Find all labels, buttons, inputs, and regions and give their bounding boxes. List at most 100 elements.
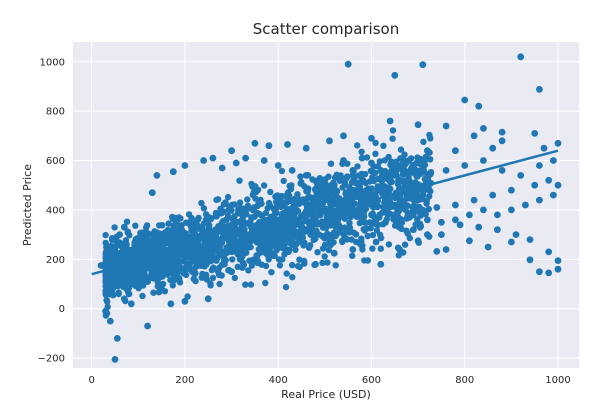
data-point: [194, 216, 202, 223]
data-point: [327, 160, 335, 167]
data-point: [349, 246, 357, 253]
data-point: [276, 262, 284, 269]
data-point: [130, 280, 138, 288]
data-point: [206, 233, 213, 240]
data-point: [172, 265, 180, 273]
data-point: [248, 262, 256, 269]
data-point: [199, 231, 206, 239]
data-point: [111, 282, 118, 289]
data-point: [97, 262, 105, 269]
data-point: [190, 275, 197, 283]
data-point: [354, 142, 361, 149]
data-point: [170, 222, 177, 229]
data-point: [322, 182, 329, 189]
data-point: [148, 249, 155, 256]
data-point: [307, 242, 314, 249]
data-point: [289, 274, 296, 281]
data-point: [312, 260, 319, 268]
data-point: [324, 259, 331, 266]
data-point: [346, 224, 354, 231]
data-point: [517, 172, 525, 179]
data-point: [358, 235, 365, 242]
data-point: [313, 218, 320, 225]
data-point: [321, 234, 328, 242]
data-point: [354, 163, 361, 170]
data-point: [321, 176, 329, 184]
data-point: [424, 231, 431, 239]
x-tick-label: 600: [362, 375, 381, 386]
data-point: [341, 180, 349, 188]
data-point: [294, 262, 302, 270]
data-point: [403, 170, 410, 177]
data-point: [452, 147, 459, 155]
data-point: [108, 258, 115, 265]
data-point: [153, 262, 161, 269]
data-point: [374, 203, 381, 211]
data-point: [144, 278, 152, 285]
data-point: [202, 271, 210, 278]
data-point: [260, 157, 268, 164]
data-point: [274, 192, 281, 199]
data-point: [262, 209, 270, 217]
data-point: [120, 223, 128, 231]
data-point: [232, 159, 240, 167]
data-point: [297, 173, 304, 180]
data-point: [288, 236, 296, 244]
data-point: [452, 216, 459, 224]
data-point: [244, 196, 251, 203]
data-point: [498, 137, 506, 145]
data-point: [377, 245, 384, 252]
data-point: [386, 176, 394, 184]
data-point: [405, 157, 413, 164]
data-point: [456, 221, 464, 229]
data-point: [116, 280, 124, 288]
data-point: [141, 273, 148, 280]
data-point: [221, 249, 228, 257]
data-point: [526, 236, 534, 244]
data-point: [318, 194, 325, 201]
data-point: [442, 167, 450, 174]
data-point: [321, 253, 328, 260]
data-point: [218, 164, 226, 172]
data-point: [122, 237, 130, 244]
y-tick-label: 800: [46, 107, 65, 118]
data-point: [297, 196, 304, 203]
data-point: [283, 270, 290, 277]
data-point: [256, 210, 263, 217]
data-point: [369, 203, 376, 210]
data-point: [109, 249, 117, 256]
data-point: [125, 290, 133, 298]
data-point: [200, 255, 208, 263]
data-point: [414, 173, 421, 180]
data-point: [297, 180, 304, 187]
data-point: [250, 234, 257, 241]
data-point: [229, 216, 237, 223]
data-point: [433, 248, 441, 255]
data-point: [396, 206, 403, 214]
data-point: [257, 196, 264, 203]
data-point: [433, 204, 441, 211]
data-point: [475, 102, 483, 110]
data-point: [188, 214, 195, 222]
data-point: [489, 191, 497, 199]
data-point: [341, 230, 349, 237]
data-point: [540, 144, 548, 152]
data-point: [164, 235, 171, 242]
data-point: [494, 211, 501, 219]
data-point: [419, 61, 427, 69]
data-point: [118, 258, 126, 265]
data-point: [368, 185, 375, 192]
data-point: [307, 207, 314, 215]
data-point: [330, 181, 338, 189]
data-point: [400, 165, 407, 172]
data-point: [461, 162, 469, 169]
data-point: [159, 280, 167, 288]
data-point: [209, 274, 217, 281]
data-point: [545, 269, 553, 277]
data-point: [260, 182, 268, 189]
data-point: [536, 196, 543, 204]
data-point: [410, 226, 417, 234]
data-point: [209, 154, 217, 162]
data-point: [363, 154, 371, 161]
data-point: [205, 224, 213, 232]
